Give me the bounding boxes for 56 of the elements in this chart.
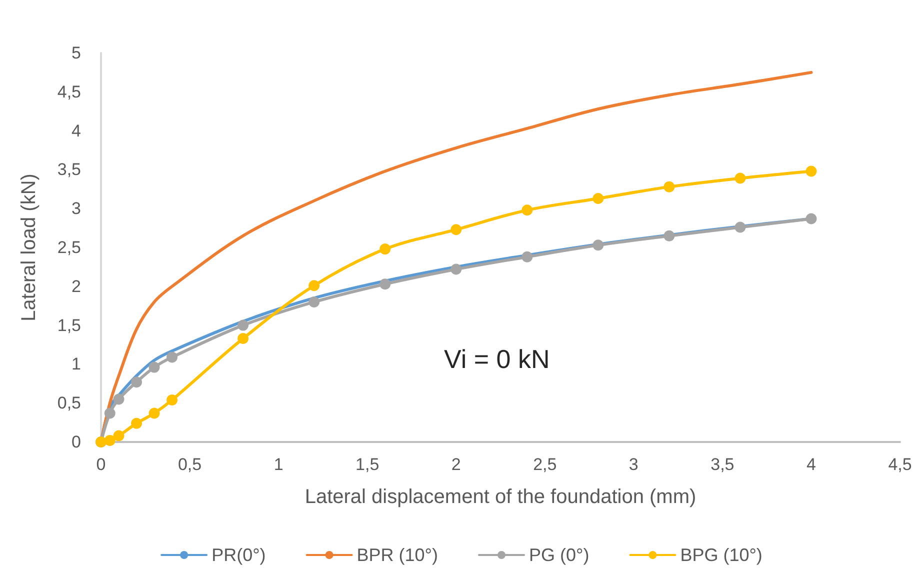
annotation: Vi = 0 kN <box>444 344 550 374</box>
point <box>131 376 142 388</box>
x-tick-label: 2,5 <box>533 455 557 474</box>
point <box>734 222 746 233</box>
point <box>238 320 249 331</box>
point <box>148 408 160 419</box>
y-tick-label: 1,5 <box>57 316 81 335</box>
y-tick-label: 0,5 <box>57 394 81 413</box>
point <box>166 394 178 406</box>
point <box>450 264 462 275</box>
x-tick-label: 1 <box>274 455 284 474</box>
point <box>113 394 124 405</box>
legend-label: BPR (10°) <box>356 545 438 565</box>
point <box>131 418 142 429</box>
point <box>148 362 160 373</box>
point <box>450 224 462 236</box>
y-tick-label: 4 <box>72 121 81 140</box>
x-tick-label: 2 <box>451 455 461 474</box>
point <box>380 278 391 290</box>
x-tick-label: 3,5 <box>710 455 734 474</box>
point <box>592 192 604 204</box>
point <box>806 213 817 224</box>
point <box>104 408 116 419</box>
x-tick-label: 0,5 <box>178 455 202 474</box>
x-tick-label: 0 <box>96 455 106 474</box>
y-tick-label: 5 <box>72 44 81 62</box>
y-tick-label: 2 <box>72 276 81 296</box>
point <box>522 204 533 216</box>
y-tick-label: 0 <box>72 432 81 452</box>
y-tick-label: 3,5 <box>57 160 81 180</box>
point <box>806 166 817 177</box>
point <box>522 251 533 262</box>
point <box>166 352 178 363</box>
y-tick-label: 1 <box>72 354 81 374</box>
legend-label: PR(0°) <box>212 545 266 565</box>
y-tick-label: 3 <box>72 199 81 218</box>
point <box>664 181 675 192</box>
legend-label: BPG (10°) <box>680 545 762 565</box>
point <box>113 430 124 442</box>
point <box>308 280 320 292</box>
legend-label: PG (0°) <box>529 545 590 565</box>
x-tick-label: 4,5 <box>888 455 912 474</box>
point <box>592 240 604 251</box>
point <box>104 434 116 446</box>
y-axis-title: Lateral load (kN) <box>18 174 40 322</box>
y-tick-label: 4,5 <box>57 82 81 102</box>
point <box>734 172 746 184</box>
y-tick-label: 2,5 <box>57 238 81 257</box>
x-axis-title: Lateral displacement of the foundation (mm) <box>304 486 696 508</box>
point <box>380 244 391 255</box>
x-tick-label: 1,5 <box>356 455 380 474</box>
x-tick-label: 4 <box>806 455 816 474</box>
point <box>238 333 249 344</box>
point <box>308 296 320 308</box>
x-tick-label: 3 <box>628 455 638 474</box>
point <box>664 230 675 242</box>
